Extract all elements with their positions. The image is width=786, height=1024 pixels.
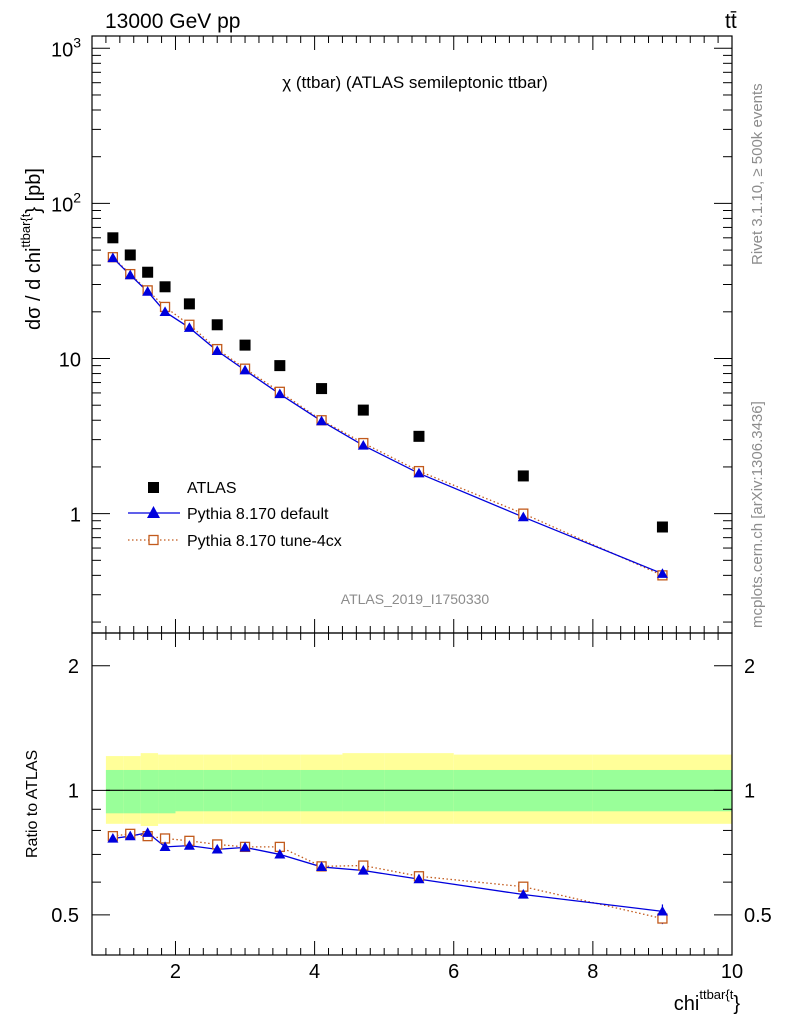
top-point-pythia-default <box>159 306 171 316</box>
ratio-point-pythia-default <box>274 848 286 859</box>
bottom-y-tick-label-left: 1 <box>68 780 79 802</box>
top-point-pythia-default <box>124 269 136 280</box>
ratio-band-inner <box>140 769 159 814</box>
top-y-tick-label: 102 <box>51 189 81 216</box>
top-point-atlas <box>274 360 286 372</box>
bottom-y-axis-label: Ratio to ATLAS <box>24 750 41 858</box>
top-point-atlas <box>159 281 171 293</box>
top-point-atlas <box>142 266 154 278</box>
top-point-pythia-default <box>211 345 223 356</box>
ratio-point-pythia-default <box>107 832 119 843</box>
bottom-y-tick-label-left: 0.5 <box>51 905 79 927</box>
legend-entry-pythia-tune: Pythia 8.170 tune-4cx <box>128 533 342 550</box>
x-axis-label: chittbar{t} <box>674 987 741 1015</box>
x-tick-label: 4 <box>309 961 320 983</box>
ratio-point-pythia-default <box>124 830 136 841</box>
top-point-atlas <box>517 470 529 482</box>
top-point-atlas <box>239 339 251 351</box>
analysis-id: ATLAS_2019_I1750330 <box>341 591 490 607</box>
process-label: tt̄ <box>725 10 737 33</box>
top-y-axis-label: dσ / d chittbar{t} [pb] <box>18 168 45 330</box>
top-point-atlas <box>124 249 136 261</box>
top-y-tick-label: 10 <box>59 350 81 372</box>
top-point-pythia-default <box>413 467 425 478</box>
top-point-pythia-default <box>274 388 286 399</box>
ratio-line-pythia-default <box>112 831 663 912</box>
ratio-point-pythia-default <box>656 905 668 916</box>
top-point-pythia-default <box>239 364 251 375</box>
legend-marker-pythia-default <box>147 506 160 518</box>
legend-entry-atlas: ATLAS <box>148 480 237 497</box>
x-tick-label: 2 <box>170 961 181 983</box>
top-point-pythia-default <box>517 511 529 522</box>
ratio-point-pythia-default <box>142 827 154 837</box>
energy-label: 13000 GeV pp <box>105 10 240 33</box>
top-point-pythia-default <box>142 286 154 296</box>
top-y-tick-label: 1 <box>70 505 81 527</box>
ratio-point-pythia-default <box>316 861 328 872</box>
legend-label-pythia-tune: Pythia 8.170 tune-4cx <box>187 533 342 550</box>
ratio-point-pythia-default <box>239 841 251 852</box>
legend-marker-pythia-tune <box>148 534 159 546</box>
top-point-atlas <box>656 521 668 533</box>
top-line-pythia-default <box>112 257 663 575</box>
x-tick-label: 10 <box>721 961 743 983</box>
top-point-pythia-default <box>107 252 119 263</box>
top-point-atlas <box>211 319 223 331</box>
legend: ATLAS Pythia 8.170 default Pythia 8.170 … <box>128 480 342 550</box>
top-point-pythia-default <box>183 322 195 332</box>
bottom-y-tick-label-right: 1 <box>744 780 755 802</box>
ratio-point-pythia-default <box>413 873 425 884</box>
top-point-pythia-default <box>316 415 328 426</box>
legend-marker-atlas <box>148 482 159 493</box>
bottom-y-tick-label-left: 2 <box>68 656 79 678</box>
ratio-point-pythia-default <box>183 840 195 850</box>
plot-title: χ (ttbar) (ATLAS semileptonic ttbar) <box>282 73 548 92</box>
ratio-point-pythia-default <box>357 865 369 875</box>
x-tick-label: 6 <box>448 961 459 983</box>
top-point-atlas <box>107 232 119 244</box>
top-line-pythia-tune <box>112 256 663 576</box>
top-point-atlas <box>316 383 328 395</box>
bottom-y-tick-label-right: 2 <box>744 656 755 678</box>
top-y-tick-label: 103 <box>51 34 81 61</box>
ratio-band-inner <box>123 769 141 814</box>
ratio-point-pythia-default <box>517 889 529 899</box>
top-point-pythia-default <box>656 568 668 578</box>
ratio-point-pythia-default <box>211 843 223 854</box>
top-point-pythia-default <box>357 439 369 450</box>
top-point-atlas <box>183 298 195 310</box>
ratio-point-pythia-default <box>159 841 171 852</box>
bottom-y-tick-label-right: 0.5 <box>744 905 772 927</box>
legend-entry-pythia-default: Pythia 8.170 default <box>128 506 329 523</box>
rivet-label: Rivet 3.1.10, ≥ 500k events <box>749 83 766 265</box>
top-point-atlas <box>413 430 425 442</box>
mcplots-label: mcplots.cern.ch [arXiv:1306.3436] <box>749 401 766 628</box>
legend-label-atlas: ATLAS <box>187 480 237 497</box>
legend-label-pythia-default: Pythia 8.170 default <box>187 506 329 523</box>
top-point-atlas <box>357 404 369 416</box>
ratio-band-inner <box>105 769 124 814</box>
ratio-band-inner <box>158 769 176 814</box>
x-tick-label: 8 <box>587 961 598 983</box>
